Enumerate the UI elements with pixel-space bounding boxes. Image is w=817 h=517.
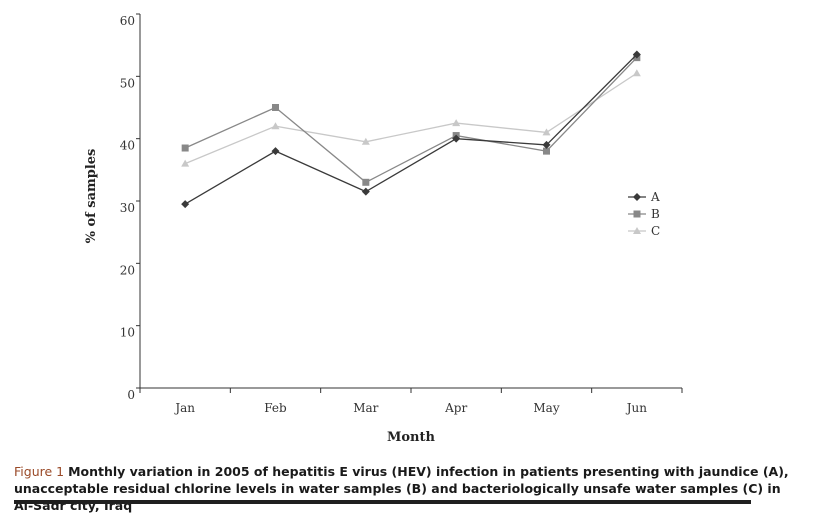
data-point (362, 178, 370, 186)
x-tick-label: Feb (264, 401, 287, 415)
data-point (361, 187, 370, 196)
figure-label: Figure 1 (14, 464, 65, 479)
series-line (184, 54, 638, 205)
data-point (181, 144, 189, 152)
x-tick-label: Apr (444, 401, 467, 415)
y-tick-label: 20 (120, 263, 135, 277)
data-point (272, 104, 279, 111)
y-tick-label: 60 (120, 14, 135, 28)
legend-label: C (651, 224, 660, 238)
legend-item-c: C (628, 224, 660, 238)
figure-caption: Figure 1 Monthly variation in 2005 of he… (14, 463, 804, 514)
x-tick-label: Jun (625, 401, 648, 415)
series-c (181, 69, 641, 167)
series-line (184, 57, 638, 184)
y-tick-label: 0 (127, 388, 135, 402)
legend-label: A (650, 190, 660, 204)
data-point (361, 137, 370, 145)
y-tick-label: 40 (120, 139, 135, 153)
data-point (181, 200, 190, 209)
legend-label: B (651, 207, 660, 221)
x-tick-label: May (533, 401, 559, 415)
line-chart: 0 10 20 30 40 50 60 Jan Feb Mar Apr May Jun Month % of… (84, 13, 683, 445)
data-point (632, 50, 641, 59)
x-tick-label: Jan (173, 401, 195, 415)
y-tick-label: 10 (120, 326, 135, 340)
figure-caption-text: Monthly variation in 2005 of hepatitis E… (14, 464, 789, 513)
data-point (542, 128, 551, 136)
data-point (271, 122, 280, 130)
y-axis-title: % of samples (84, 149, 99, 244)
x-tick-label: Mar (353, 401, 378, 415)
data-point (632, 69, 641, 77)
data-point (543, 147, 550, 155)
bottom-rule (14, 500, 751, 504)
data-point (452, 134, 461, 143)
y-tick-label: 50 (120, 76, 135, 90)
data-point (452, 119, 461, 127)
data-point (271, 147, 280, 156)
legend-item-a: A (628, 190, 660, 204)
legend-marker (633, 193, 641, 201)
series-line (184, 72, 638, 165)
data-point (542, 140, 551, 149)
legend-item-b: B (628, 207, 660, 221)
y-tick-label: 30 (120, 201, 135, 215)
legend-marker (633, 227, 641, 234)
data-point (181, 159, 190, 167)
legend-marker (633, 210, 641, 218)
x-axis-title: Month (387, 430, 436, 445)
series-a (181, 50, 641, 209)
